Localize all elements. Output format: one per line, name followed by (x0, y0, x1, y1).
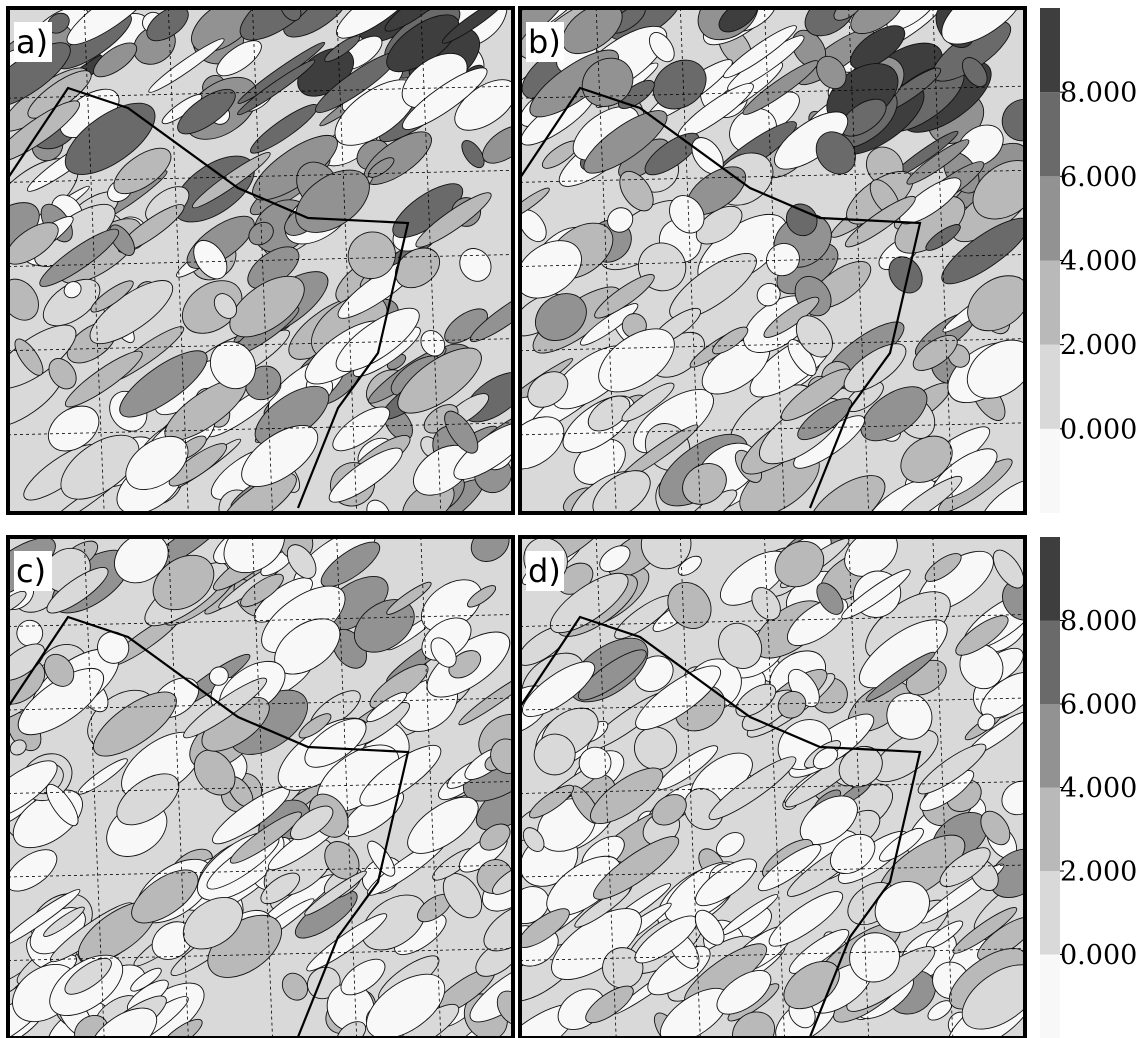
map-panel: c) (0, 506, 559, 1038)
colorbar-segment (1040, 871, 1060, 955)
colorbar-label: 6.000 (1060, 690, 1137, 721)
colorbar-label: 2.000 (1060, 330, 1137, 361)
figure: a) b) c) d) 0.000 2.000 4.000 6.000 8.000 0.000 2.… (0, 0, 1146, 1038)
map-field (474, 0, 1059, 550)
colorbar-label: 6.000 (1060, 162, 1137, 193)
map-panel: a) (0, 0, 549, 548)
colorbar-label: 0.000 (1060, 414, 1137, 445)
map-field (482, 498, 1069, 1038)
colorbar-segment (1040, 8, 1060, 92)
colorbar-segment (1040, 704, 1060, 788)
colorbar-label: 4.000 (1060, 773, 1137, 804)
colorbar-label: 8.000 (1060, 606, 1137, 637)
colorbar-segment (1040, 176, 1060, 260)
colorbar: 0.000 2.000 4.000 6.000 8.000 (1040, 8, 1137, 513)
colorbar-segment (1040, 788, 1060, 872)
colorbar-label: 4.000 (1060, 246, 1137, 277)
colorbar-segment (1040, 621, 1060, 705)
colorbar-label: 2.000 (1060, 857, 1137, 888)
colorbar-segment (1040, 537, 1060, 621)
map-field (0, 506, 559, 1038)
map-panel: d) (482, 498, 1069, 1038)
map-field (0, 0, 549, 548)
panel-label: a) (16, 23, 48, 61)
colorbar-label: 0.000 (1060, 940, 1137, 971)
panel-label: d) (528, 552, 561, 590)
colorbar-segment (1040, 261, 1060, 345)
map-panel: b) (474, 0, 1059, 550)
panel-label: b) (528, 23, 561, 61)
colorbar-segment (1040, 955, 1060, 1038)
colorbar: 0.000 2.000 4.000 6.000 8.000 (1040, 537, 1137, 1038)
colorbar-segment (1040, 345, 1060, 429)
colorbar-label: 8.000 (1060, 78, 1137, 109)
colorbar-segment (1040, 429, 1060, 513)
colorbar-segment (1040, 92, 1060, 176)
panel-label: c) (16, 552, 46, 590)
